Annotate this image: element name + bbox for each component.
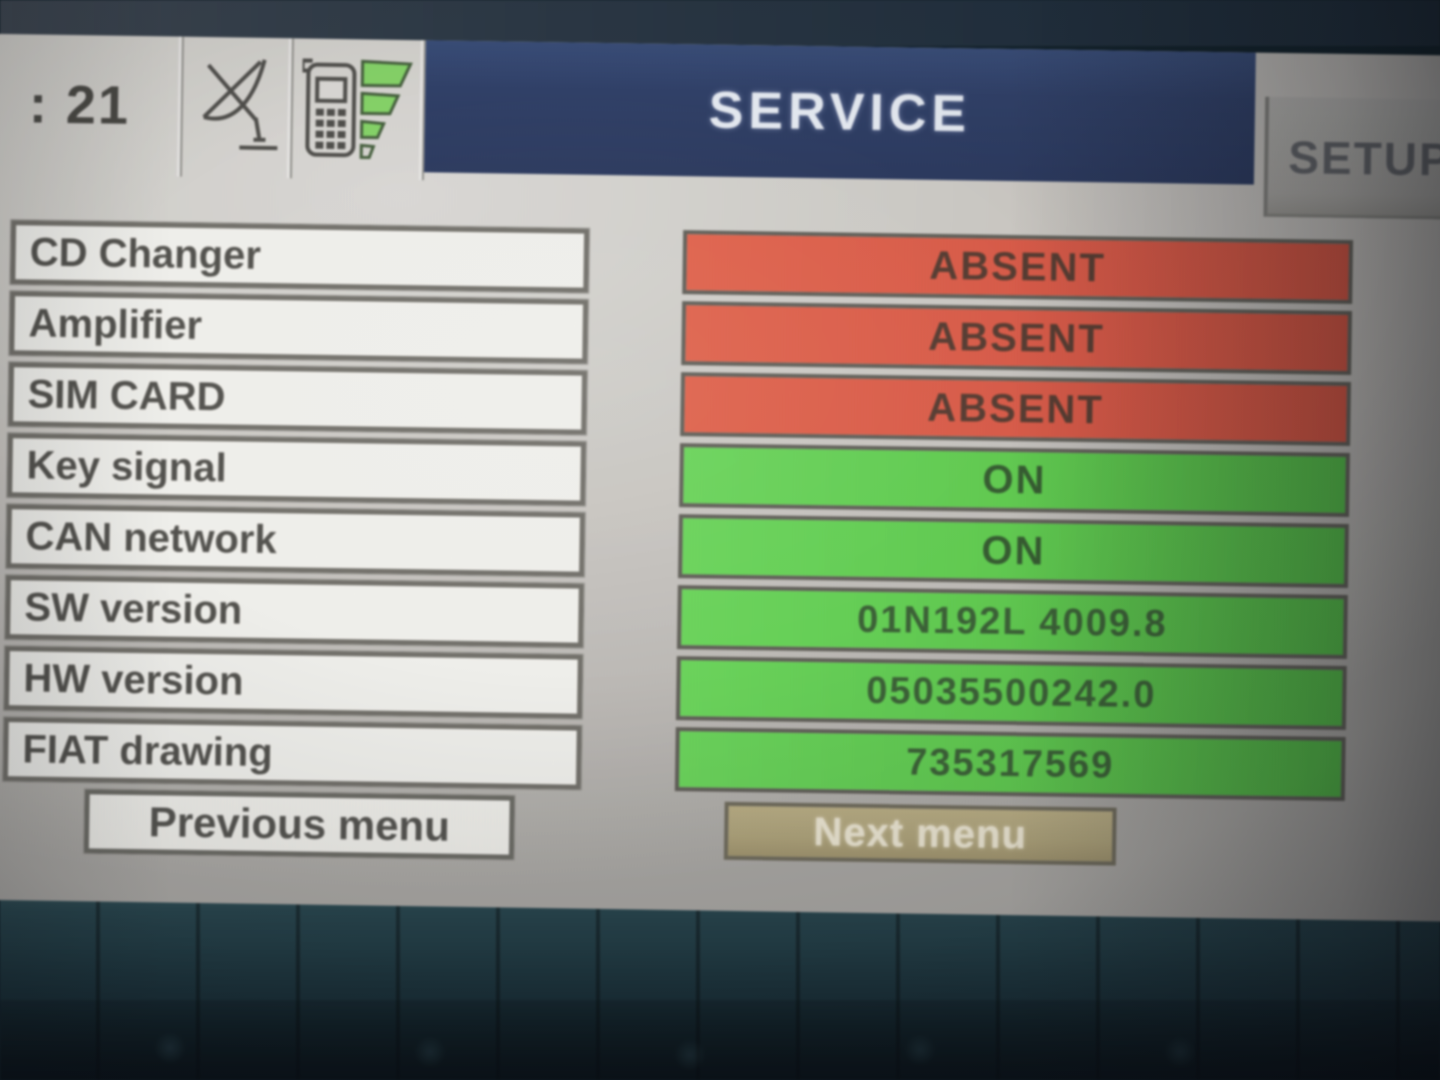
value-sim-card: ABSENT [680, 372, 1351, 447]
value-amplifier: ABSENT [681, 301, 1353, 376]
table-row-can-network: CAN network ON [0, 504, 1440, 590]
satellite-dish-icon [193, 55, 281, 160]
value-key-signal: ON [679, 443, 1350, 518]
value-cd-changer: ABSENT [682, 230, 1354, 305]
label-hw-version: HW version [3, 646, 583, 719]
phone-gsm-signal-icon [301, 54, 415, 164]
status-bar: : 21 [0, 33, 1440, 220]
service-table: CD Changer ABSENT Amplifier ABSENT SIM C… [0, 220, 1440, 803]
tab-setup[interactable]: SETUP [1263, 96, 1440, 220]
table-row-amplifier: Amplifier ABSENT [0, 291, 1440, 377]
satellite-status-cell [181, 36, 294, 179]
nav-screen: : 21 [0, 33, 1440, 922]
value-hw-version: 05035500242.0 [675, 656, 1347, 731]
label-amplifier: Amplifier [9, 291, 589, 364]
label-sim-card: SIM CARD [8, 362, 588, 435]
label-fiat-drawing: FIAT drawing [2, 717, 582, 790]
next-menu-button[interactable]: Next menu [723, 801, 1117, 866]
value-sw-version: 01N192L 4009.8 [676, 585, 1348, 660]
value-can-network: ON [678, 514, 1349, 589]
value-fiat-drawing: 735317569 [674, 727, 1346, 802]
label-cd-changer: CD Changer [10, 220, 590, 293]
gsm-status-cell [291, 38, 426, 181]
previous-menu-button[interactable]: Previous menu [83, 789, 515, 860]
label-key-signal: Key signal [7, 433, 587, 506]
table-row-fiat-drawing: FIAT drawing 735317569 [0, 717, 1440, 803]
table-row-key-signal: Key signal ON [0, 433, 1440, 519]
page-title: SERVICE [423, 40, 1256, 185]
clock: : 21 [0, 33, 184, 177]
menu-button-row: Previous menu Next menu [0, 788, 1440, 874]
label-sw-version: SW version [5, 575, 584, 648]
table-row-sw-version: SW version 01N192L 4009.8 [0, 575, 1440, 661]
table-row-sim-card: SIM CARD ABSENT [0, 362, 1440, 448]
label-can-network: CAN network [6, 504, 585, 577]
table-row-hw-version: HW version 05035500242.0 [0, 646, 1440, 732]
table-row-cd-changer: CD Changer ABSENT [0, 220, 1440, 306]
